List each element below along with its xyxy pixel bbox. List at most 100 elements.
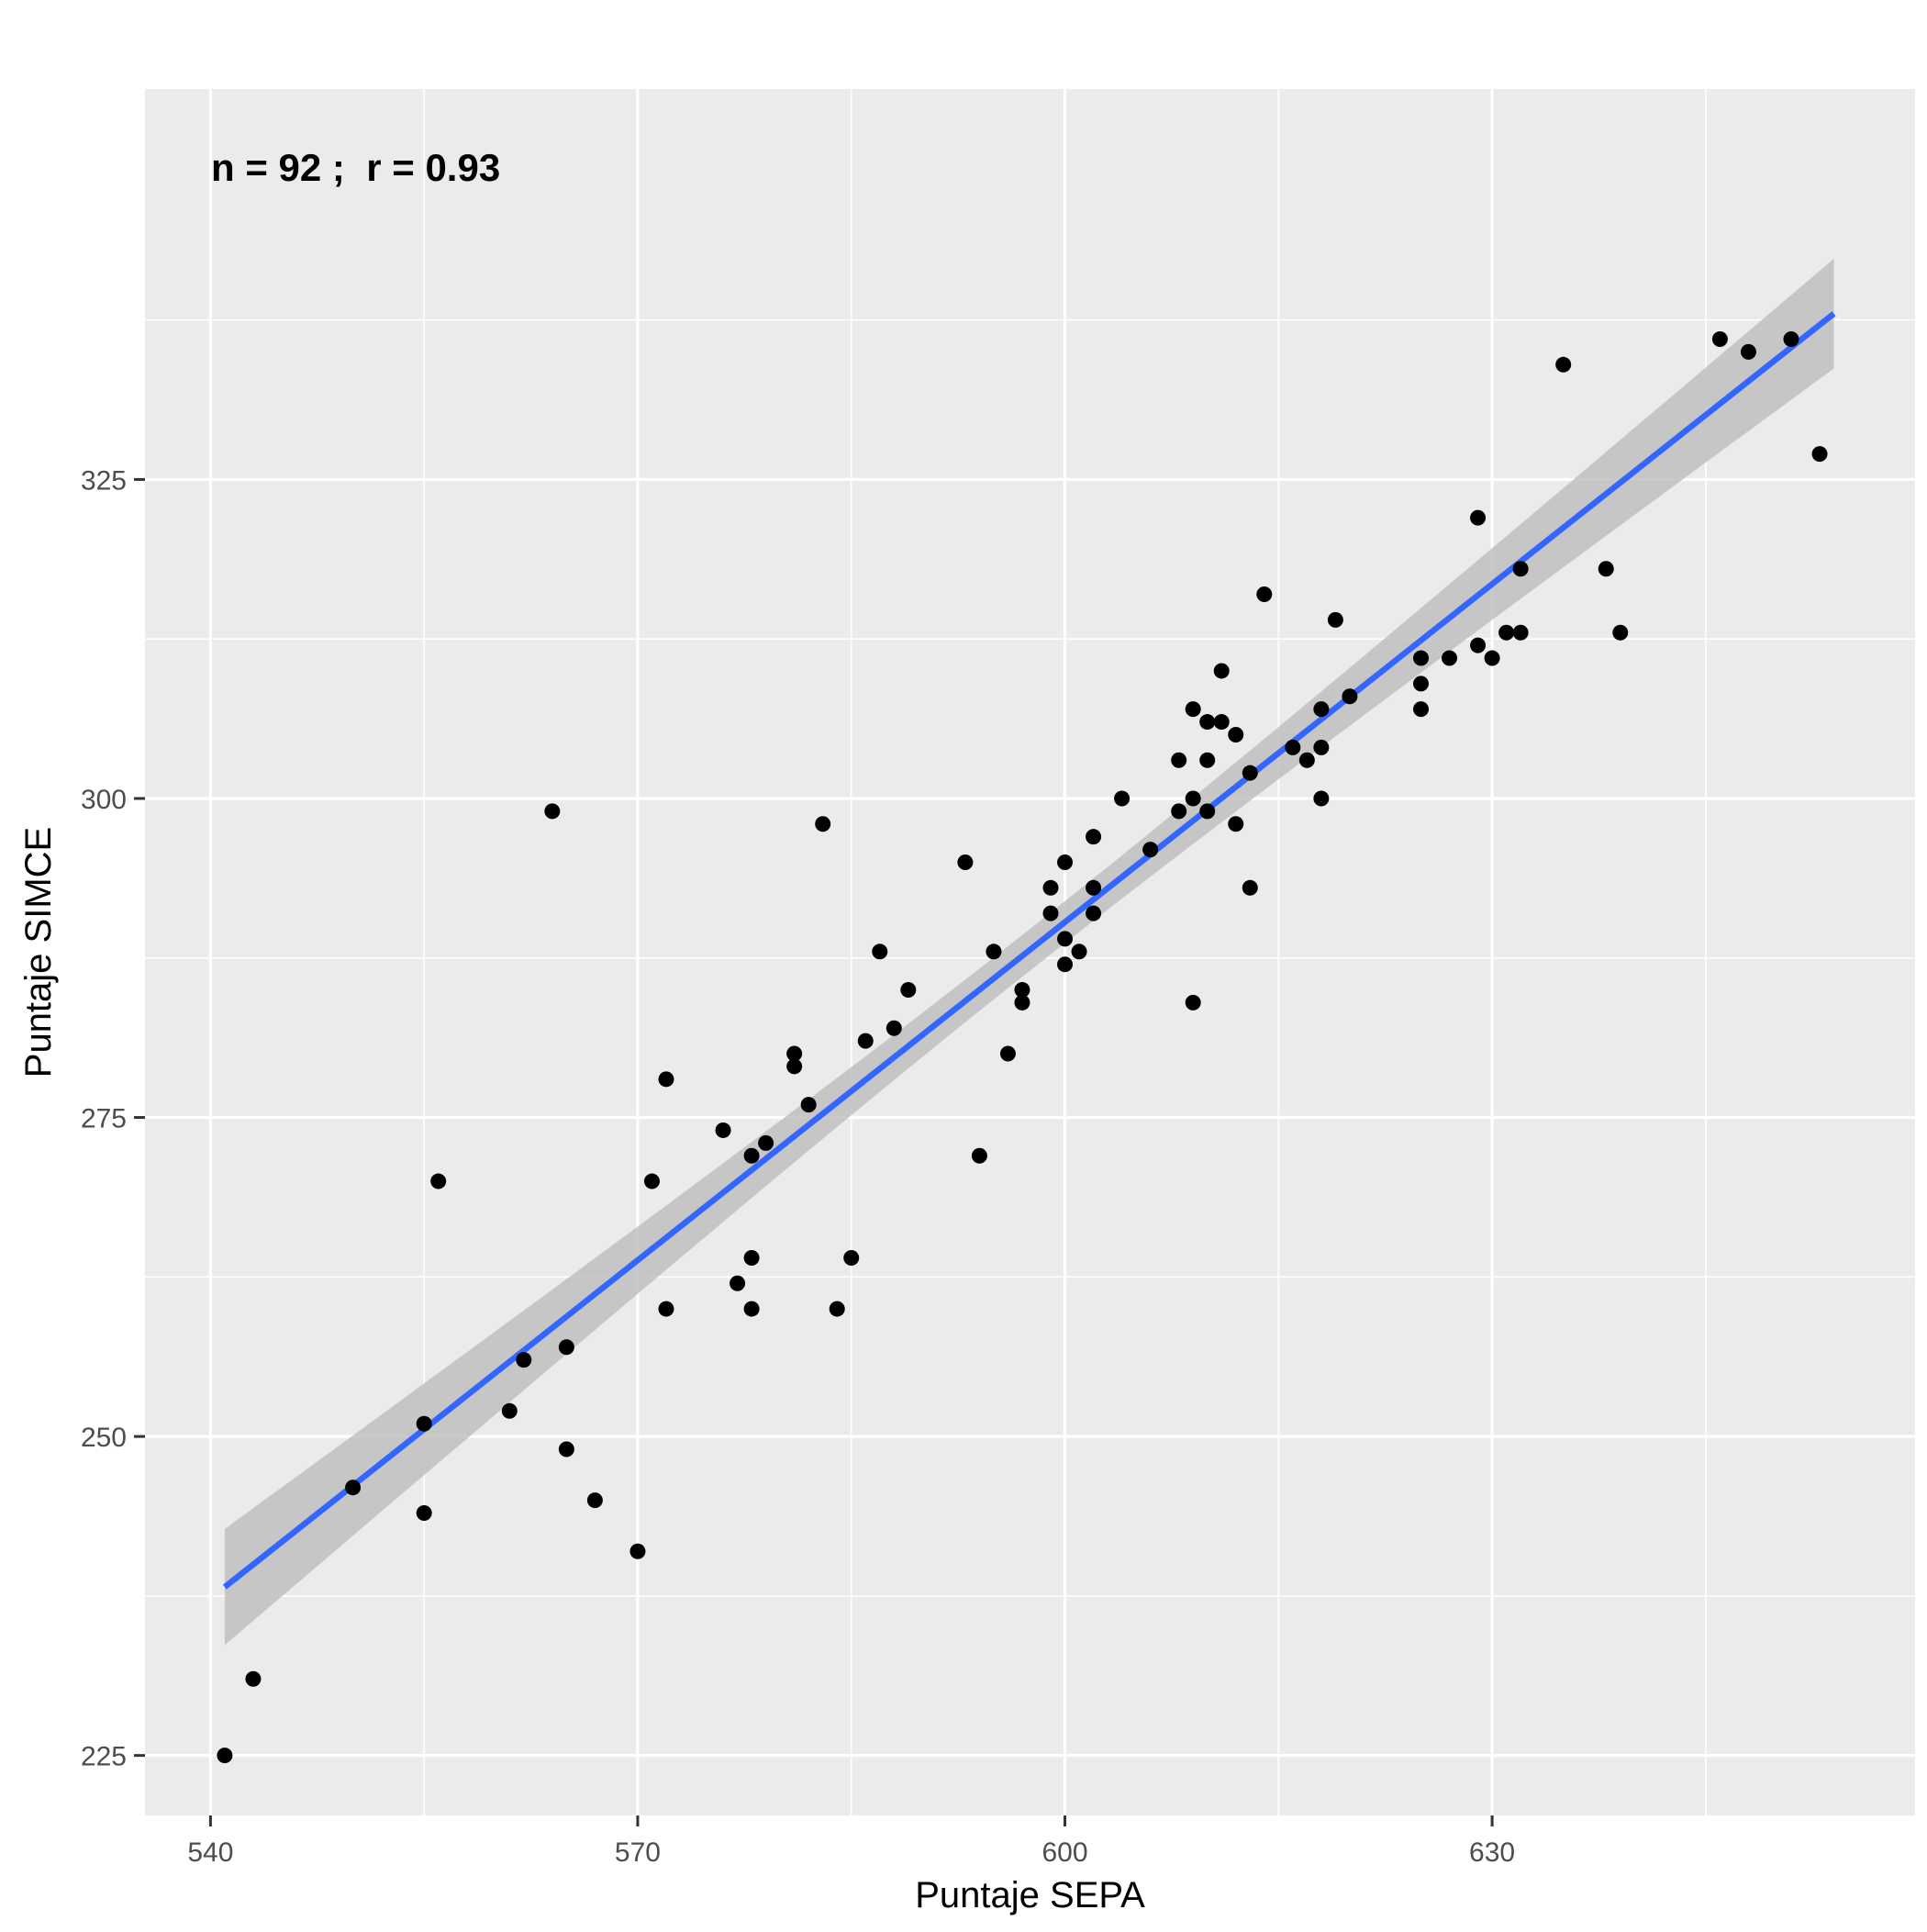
data-point	[1598, 561, 1614, 577]
data-point	[558, 1339, 574, 1356]
y-tick-label: 225	[81, 1742, 127, 1772]
data-point	[1086, 829, 1102, 845]
data-point	[1213, 714, 1230, 731]
data-point	[743, 1301, 760, 1317]
data-point	[1256, 586, 1273, 603]
data-point	[1555, 356, 1572, 373]
data-point	[1242, 765, 1258, 781]
data-point	[629, 1543, 646, 1559]
data-point	[1412, 701, 1429, 718]
data-point	[1185, 790, 1201, 807]
y-axis: 225 250 275 300 325	[81, 465, 145, 1772]
data-point	[800, 1097, 817, 1113]
data-point	[345, 1480, 362, 1496]
data-point	[1086, 879, 1102, 896]
data-point	[843, 1249, 860, 1266]
data-point	[1285, 739, 1301, 755]
data-point	[743, 1147, 760, 1164]
data-point	[986, 944, 1002, 960]
x-tick-label: 540	[187, 1837, 233, 1868]
data-point	[715, 1122, 731, 1138]
data-point	[1171, 803, 1187, 820]
data-point	[886, 1020, 902, 1036]
data-point	[872, 944, 888, 960]
data-point	[416, 1415, 432, 1432]
data-point	[1086, 905, 1102, 921]
x-axis-label: Puntaje SEPA	[915, 1875, 1145, 1915]
data-point	[430, 1173, 447, 1189]
y-tick-label: 300	[81, 785, 127, 815]
data-point	[1313, 790, 1330, 807]
data-point	[416, 1505, 432, 1522]
x-tick-label: 600	[1041, 1837, 1087, 1868]
stats-annotation: n = 92 ; r = 0.93	[211, 146, 500, 189]
data-point	[1313, 701, 1330, 718]
data-point	[1298, 752, 1315, 768]
data-point	[1783, 330, 1799, 347]
y-tick-label: 250	[81, 1423, 127, 1453]
data-point	[786, 1045, 803, 1062]
data-point	[1014, 982, 1030, 999]
data-point	[1213, 663, 1230, 679]
data-point	[1512, 561, 1529, 577]
data-point	[815, 816, 831, 832]
data-point	[743, 1249, 760, 1266]
data-point	[1199, 803, 1216, 820]
data-point	[1740, 343, 1756, 360]
data-point	[1014, 994, 1030, 1011]
data-point	[786, 1058, 803, 1075]
data-point	[857, 1033, 874, 1049]
data-point	[1327, 611, 1343, 628]
data-point	[730, 1275, 746, 1291]
data-point	[501, 1402, 518, 1419]
x-tick-label: 630	[1469, 1837, 1515, 1868]
data-point	[1042, 879, 1059, 896]
regression-line	[222, 311, 1836, 1590]
data-point	[1071, 944, 1087, 960]
data-point	[1057, 956, 1074, 973]
data-point	[999, 1045, 1016, 1062]
data-point	[900, 982, 917, 999]
data-point	[586, 1492, 603, 1509]
data-point	[1228, 726, 1244, 743]
data-point	[544, 803, 561, 820]
data-point	[1185, 701, 1201, 718]
data-point	[1057, 931, 1074, 947]
data-point	[1199, 714, 1216, 731]
data-point	[1228, 816, 1244, 832]
fit-line-layer	[222, 311, 1836, 1590]
data-point	[1470, 509, 1487, 526]
data-point	[1114, 790, 1131, 807]
data-point	[1185, 994, 1201, 1011]
data-point	[1498, 624, 1515, 641]
data-point	[643, 1173, 660, 1189]
data-point	[1057, 854, 1074, 870]
data-point	[1412, 676, 1429, 692]
data-point	[1142, 842, 1159, 858]
data-point	[957, 854, 974, 870]
data-point	[516, 1352, 532, 1368]
data-point	[245, 1670, 262, 1687]
data-point	[1042, 905, 1059, 921]
y-axis-label: Puntaje SIMCE	[18, 827, 59, 1078]
data-point	[829, 1301, 845, 1317]
grid-major	[145, 89, 1915, 1815]
data-point	[1612, 624, 1629, 641]
x-axis: 540 570 600 630	[187, 1815, 1515, 1868]
y-tick-label: 325	[81, 465, 127, 496]
data-point	[1313, 739, 1330, 755]
data-point	[1442, 650, 1458, 666]
data-point	[1512, 624, 1529, 641]
data-point	[758, 1134, 774, 1151]
y-tick-label: 275	[81, 1104, 127, 1134]
data-point	[1242, 879, 1258, 896]
data-point	[217, 1748, 233, 1764]
data-point	[658, 1301, 674, 1317]
data-point	[1342, 688, 1358, 705]
x-tick-label: 570	[615, 1837, 661, 1868]
data-point	[1711, 330, 1728, 347]
points-layer	[217, 330, 1828, 1764]
data-point	[1811, 446, 1828, 463]
